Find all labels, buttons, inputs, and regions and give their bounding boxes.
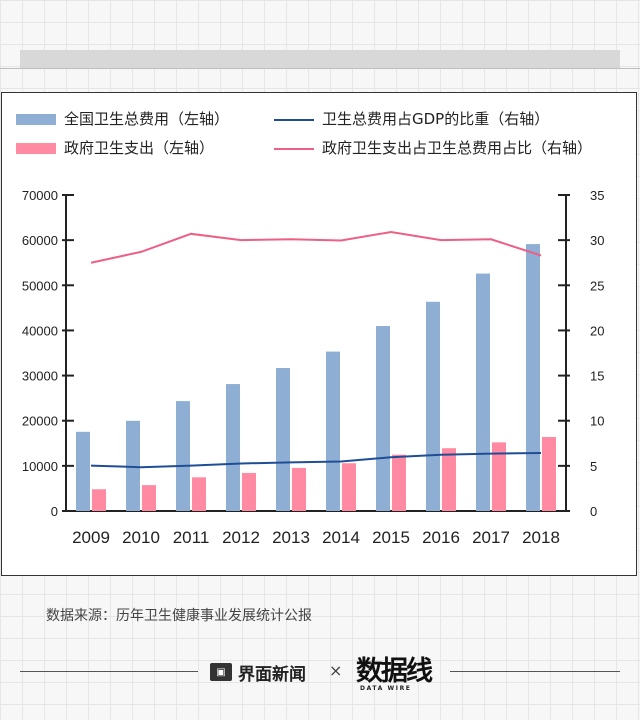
x-axis-tick-label: 2013	[272, 528, 310, 547]
bar-total-health-expenditure	[326, 351, 340, 511]
left-axis-tick-label: 0	[51, 504, 58, 519]
bar-total-health-expenditure	[376, 326, 390, 511]
line-government-share	[90, 231, 542, 264]
footer-divider-left	[20, 671, 198, 672]
bar-total-health-expenditure	[226, 384, 240, 511]
data-wire-logo-subtext: DATA WIRE	[360, 685, 412, 692]
bar-government-expenditure	[442, 448, 456, 511]
header-divider	[0, 68, 640, 69]
bar-government-expenditure	[242, 472, 256, 511]
left-axis-tick-label: 60000	[22, 233, 58, 248]
bar-government-expenditure	[342, 463, 356, 511]
data-wire-logo: 数据线 DATA WIRE	[356, 649, 436, 695]
bar-total-health-expenditure	[76, 431, 90, 511]
bar-total-health-expenditure	[126, 420, 140, 511]
bar-total-health-expenditure	[276, 368, 290, 511]
bar-government-expenditure	[492, 442, 506, 511]
legend-item-gdp-share: 卫生总费用占GDP的比重（右轴）	[274, 109, 549, 129]
x-axis-tick-label: 2009	[72, 528, 110, 547]
bar-total-health-expenditure	[426, 301, 440, 511]
right-axis-tick-label: 15	[590, 369, 604, 384]
right-axis-tick-label: 10	[590, 414, 604, 429]
left-axis-tick-label: 10000	[22, 459, 58, 474]
x-axis-tick-label: 2018	[522, 528, 560, 547]
right-axis-tick-label: 5	[590, 459, 597, 474]
left-axis-tick-label: 30000	[22, 369, 58, 384]
bar-government-expenditure	[292, 467, 306, 511]
left-axis-tick-label: 70000	[22, 188, 58, 203]
bar-government-expenditure	[542, 436, 556, 511]
bar-government-expenditure	[392, 454, 406, 511]
x-axis-tick-label: 2010	[122, 528, 160, 547]
bar-government-expenditure	[142, 485, 156, 511]
data-wire-logo-text: 数据线	[356, 656, 433, 687]
left-axis-tick-label: 50000	[22, 278, 58, 293]
right-axis-tick-label: 20	[590, 323, 604, 338]
bar-total-health-expenditure	[526, 244, 540, 512]
bar-government-expenditure	[92, 489, 106, 511]
legend-item-government-expenditure: 政府卫生支出（左轴）	[16, 138, 214, 158]
left-axis-tick-label: 40000	[22, 323, 58, 338]
chart-plot: 0 10000 20000 30000 40000 50000 60000 70000 0 5 10…	[22, 188, 605, 547]
legend-item-total-health-expenditure: 全国卫生总费用（左轴）	[16, 109, 229, 129]
x-axis-tick-label: 2015	[372, 528, 410, 547]
x-axis-tick-label: 2017	[472, 528, 510, 547]
footer-divider-right	[450, 671, 620, 672]
bar-total-health-expenditure	[176, 401, 190, 511]
line-gdp-share	[90, 451, 542, 469]
x-axis-tick-label: 2016	[422, 528, 460, 547]
right-axis-tick-label: 0	[590, 504, 597, 519]
right-axis-tick-label: 25	[590, 278, 604, 293]
header-bar	[20, 50, 620, 68]
right-axis-tick-label: 35	[590, 188, 604, 203]
bar-government-expenditure	[192, 477, 206, 511]
legend-swatch-government-share	[274, 147, 314, 150]
legend-swatch-gdp-share	[274, 118, 314, 121]
x-axis-tick-label: 2014	[322, 528, 360, 547]
right-axis-tick-label: 30	[590, 233, 604, 248]
bar-total-health-expenditure	[476, 273, 490, 511]
data-source-note: 数据来源：历年卫生健康事业发展统计公报	[46, 608, 312, 624]
legend-item-government-share: 政府卫生支出占卫生总费用占比（右轴）	[274, 138, 592, 158]
chart-panel: 全国卫生总费用（左轴） 卫生总费用占GDP的比重（右轴） 政府卫生支出（左轴） …	[1, 92, 637, 576]
x-axis-tick-label: 2011	[173, 528, 210, 547]
jiemian-logo-icon: ▣	[210, 663, 232, 681]
left-axis-tick-label: 20000	[22, 414, 58, 429]
brand-jiemian: ▣ 界面新闻	[210, 660, 306, 685]
legend-swatch-total	[16, 114, 56, 125]
legend-swatch-government	[16, 143, 56, 154]
collab-separator: ×	[329, 661, 343, 680]
brand-name: 界面新闻	[238, 664, 306, 685]
x-axis-tick-label: 2012	[222, 528, 260, 547]
